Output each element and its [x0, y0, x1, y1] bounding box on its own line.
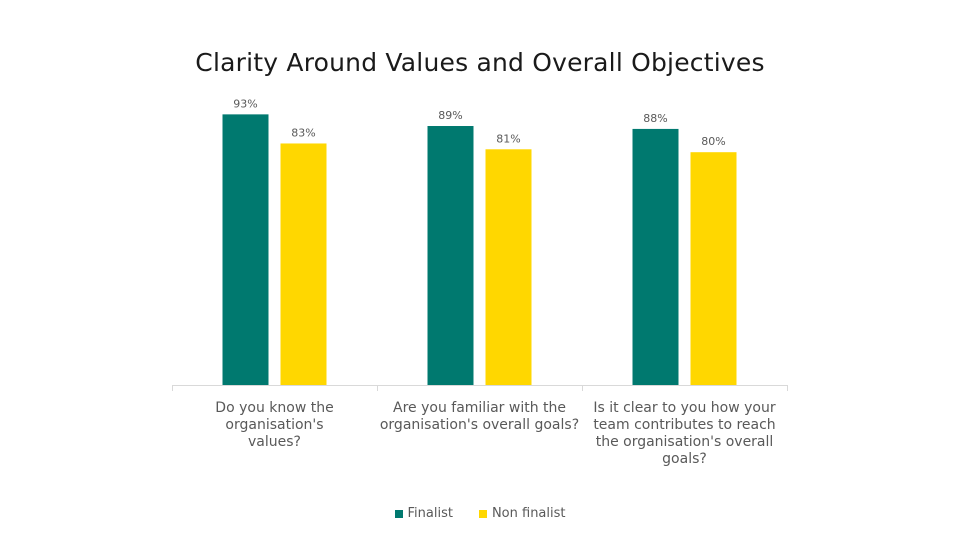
bar-finalist-3: [632, 128, 679, 386]
category-label-2: Are you familiar with the organisation's…: [379, 400, 580, 433]
legend-swatch-finalist: [394, 509, 403, 518]
data-label-finalist-3: 88%: [643, 112, 667, 125]
legend-label-finalist: Finalist: [407, 506, 453, 521]
bar-finalist-2: [427, 126, 474, 385]
data-label-non-finalist-2: 81%: [496, 132, 520, 145]
legend-item-finalist: Finalist: [394, 506, 453, 521]
data-label-finalist-2: 89%: [438, 109, 462, 122]
bar-non-finalist-2: [485, 149, 532, 385]
data-label-non-finalist-3: 80%: [701, 135, 725, 148]
data-label-finalist-1: 93%: [233, 97, 257, 110]
bar-non-finalist-1: [280, 143, 327, 385]
legend: Finalist Non finalist: [0, 506, 960, 521]
bar-non-finalist-3: [690, 152, 737, 385]
data-label-non-finalist-1: 83%: [291, 126, 315, 139]
legend-item-non-finalist: Non finalist: [478, 506, 566, 521]
bar-finalist-1: [222, 114, 269, 386]
legend-label-non-finalist: Non finalist: [491, 506, 566, 521]
chart-title: Clarity Around Values and Overall Object…: [195, 48, 765, 77]
legend-swatch-non-finalist: [478, 509, 487, 518]
category-label-3: Is it clear to you how your team contrib…: [593, 400, 776, 467]
category-label-1: Do you know the organisation's values?: [215, 400, 334, 450]
